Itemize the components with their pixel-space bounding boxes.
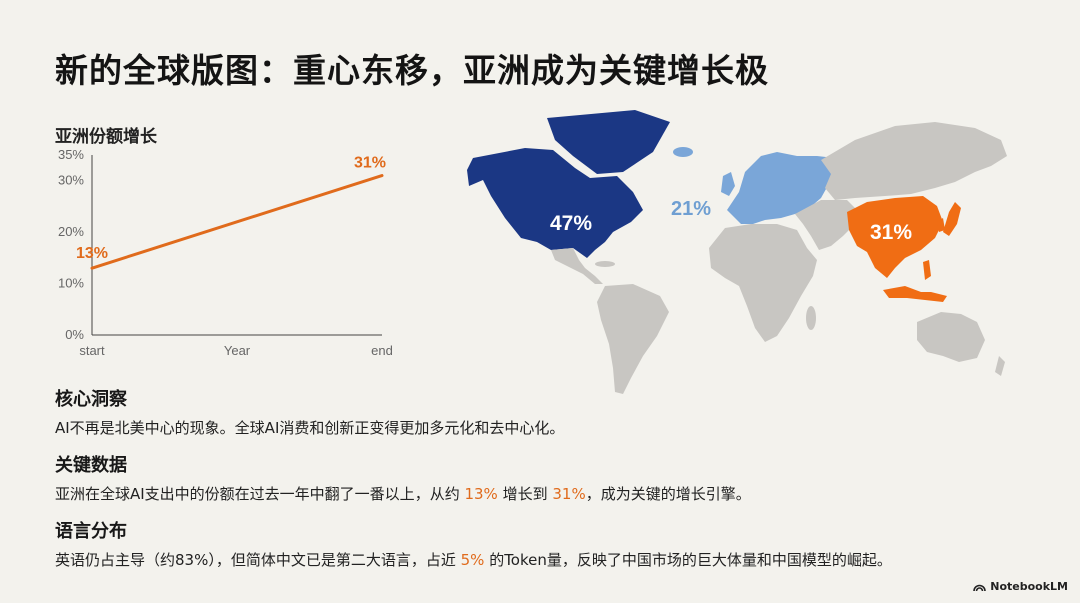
map-philippines [923,260,931,280]
text-part: 亚洲在全球AI支出中的份额在过去一年中翻了一番以上，从约 [55,485,465,503]
north-america-value-label: 47% [550,212,592,235]
map-central-america [551,248,603,284]
section-key-data: 关键数据 亚洲在全球AI支出中的份额在过去一年中翻了一番以上，从约 13% 增长… [55,454,751,504]
section-heading: 关键数据 [55,455,127,476]
map-madagascar [806,306,816,330]
highlight-value: 5% [460,551,485,569]
map-africa [709,224,817,342]
map-caribbean [595,261,615,267]
section-text: AI不再是北美中心的现象。全球AI消费和创新正变得更加多元化和去中心化。 [55,419,565,437]
branding: NotebookLM [973,580,1068,593]
map-russia [821,122,1007,200]
y-tick-label: 0% [65,327,84,342]
section-core-insight: 核心洞察 AI不再是北美中心的现象。全球AI消费和创新正变得更加多元化和去中心化… [55,388,564,438]
data-label: 31% [354,155,386,172]
line-chart: 0% 10% 20% 30% 35% start Year end 13% 31% [58,147,393,358]
section-text: 亚洲在全球AI支出中的份额在过去一年中翻了一番以上，从约 13% 增长到 31%… [55,484,751,504]
world-map: 47% 21% 31% [467,110,1007,394]
map-south-america [597,284,669,394]
highlight-value: 13% [464,485,498,503]
y-tick-label: 20% [58,224,84,239]
map-europe [727,152,835,224]
map-australia [917,312,985,362]
map-asia [847,196,943,278]
section-heading: 语言分布 [55,521,127,542]
map-middle-east [795,200,859,250]
branding-label: NotebookLM [990,580,1068,593]
text-part: 的Token量，反映了中国市场的巨大体量和中国模型的崛起。 [484,551,892,569]
map-iceland [673,147,693,157]
highlight-value: 31% [552,485,586,503]
series-line [90,174,384,270]
section-heading: 核心洞察 [55,389,127,410]
text-part: 英语仍占主导（约83%），但简体中文已是第二大语言，占近 [55,551,461,569]
x-tick-label: start [79,343,105,358]
europe-value-label: 21% [671,198,711,220]
map-north-america [467,148,643,258]
map-korea [937,218,945,232]
asia-value-label: 31% [870,221,912,244]
map-new-zealand [995,356,1005,376]
text-part: 增长到 [497,485,553,503]
data-label: 13% [76,245,108,262]
x-axis-label: Year [224,343,251,358]
chart-title: 亚洲份额增长 [55,127,157,147]
x-tick-label: end [371,343,393,358]
map-japan [943,202,961,236]
map-greenland [547,110,670,174]
map-uk [721,172,735,196]
section-language-distribution: 语言分布 英语仍占主导（约83%），但简体中文已是第二大语言，占近 5% 的To… [55,520,892,570]
y-tick-label: 35% [58,147,84,162]
y-tick-label: 30% [58,173,84,188]
text-part: ，成为关键的增长引擎。 [585,485,751,503]
page-title: 新的全球版图：重心东移，亚洲成为关键增长极 [55,51,769,90]
map-indonesia [883,286,947,302]
notebooklm-logo-icon [973,584,987,591]
y-tick-label: 10% [58,276,84,291]
section-text: 英语仍占主导（约83%），但简体中文已是第二大语言，占近 5% 的Token量，… [55,550,892,570]
